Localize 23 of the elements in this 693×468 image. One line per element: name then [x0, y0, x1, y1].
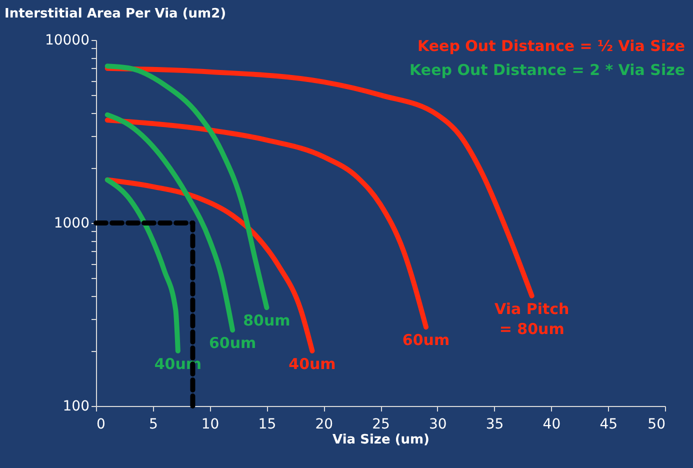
x-axis-title: Via Size (um) — [332, 432, 430, 448]
x-tick-label: 45 — [600, 416, 618, 432]
x-tick-label: 30 — [428, 416, 447, 432]
annotation: Keep Out Distance = ½ Via Size — [418, 37, 685, 55]
series-label: Via Pitch = 80um — [494, 300, 570, 338]
x-tick-label: 20 — [315, 416, 334, 432]
x-tick-label: 50 — [648, 416, 666, 432]
y-tick-label: 10000 — [44, 32, 90, 48]
x-tick-label: 10 — [201, 416, 220, 432]
y-tick-label: 100 — [62, 398, 90, 414]
x-tick-label: 25 — [372, 416, 390, 432]
y-axis-title: Interstitial Area Per Via (um2) — [4, 6, 226, 22]
annotation: Keep Out Distance = 2 * Via Size — [410, 61, 685, 79]
x-tick-label: 5 — [148, 416, 158, 432]
series-label: 40um — [288, 354, 336, 373]
x-tick-label: 40 — [542, 416, 561, 432]
x-tick-label: 35 — [486, 416, 504, 432]
y-tick-label: 1000 — [54, 216, 90, 232]
series-label: 80um — [243, 312, 290, 330]
series-label: 60um — [402, 331, 450, 350]
series-label: 60um — [208, 334, 256, 352]
x-tick-label: 0 — [96, 416, 106, 432]
x-tick-label: 15 — [258, 416, 276, 432]
